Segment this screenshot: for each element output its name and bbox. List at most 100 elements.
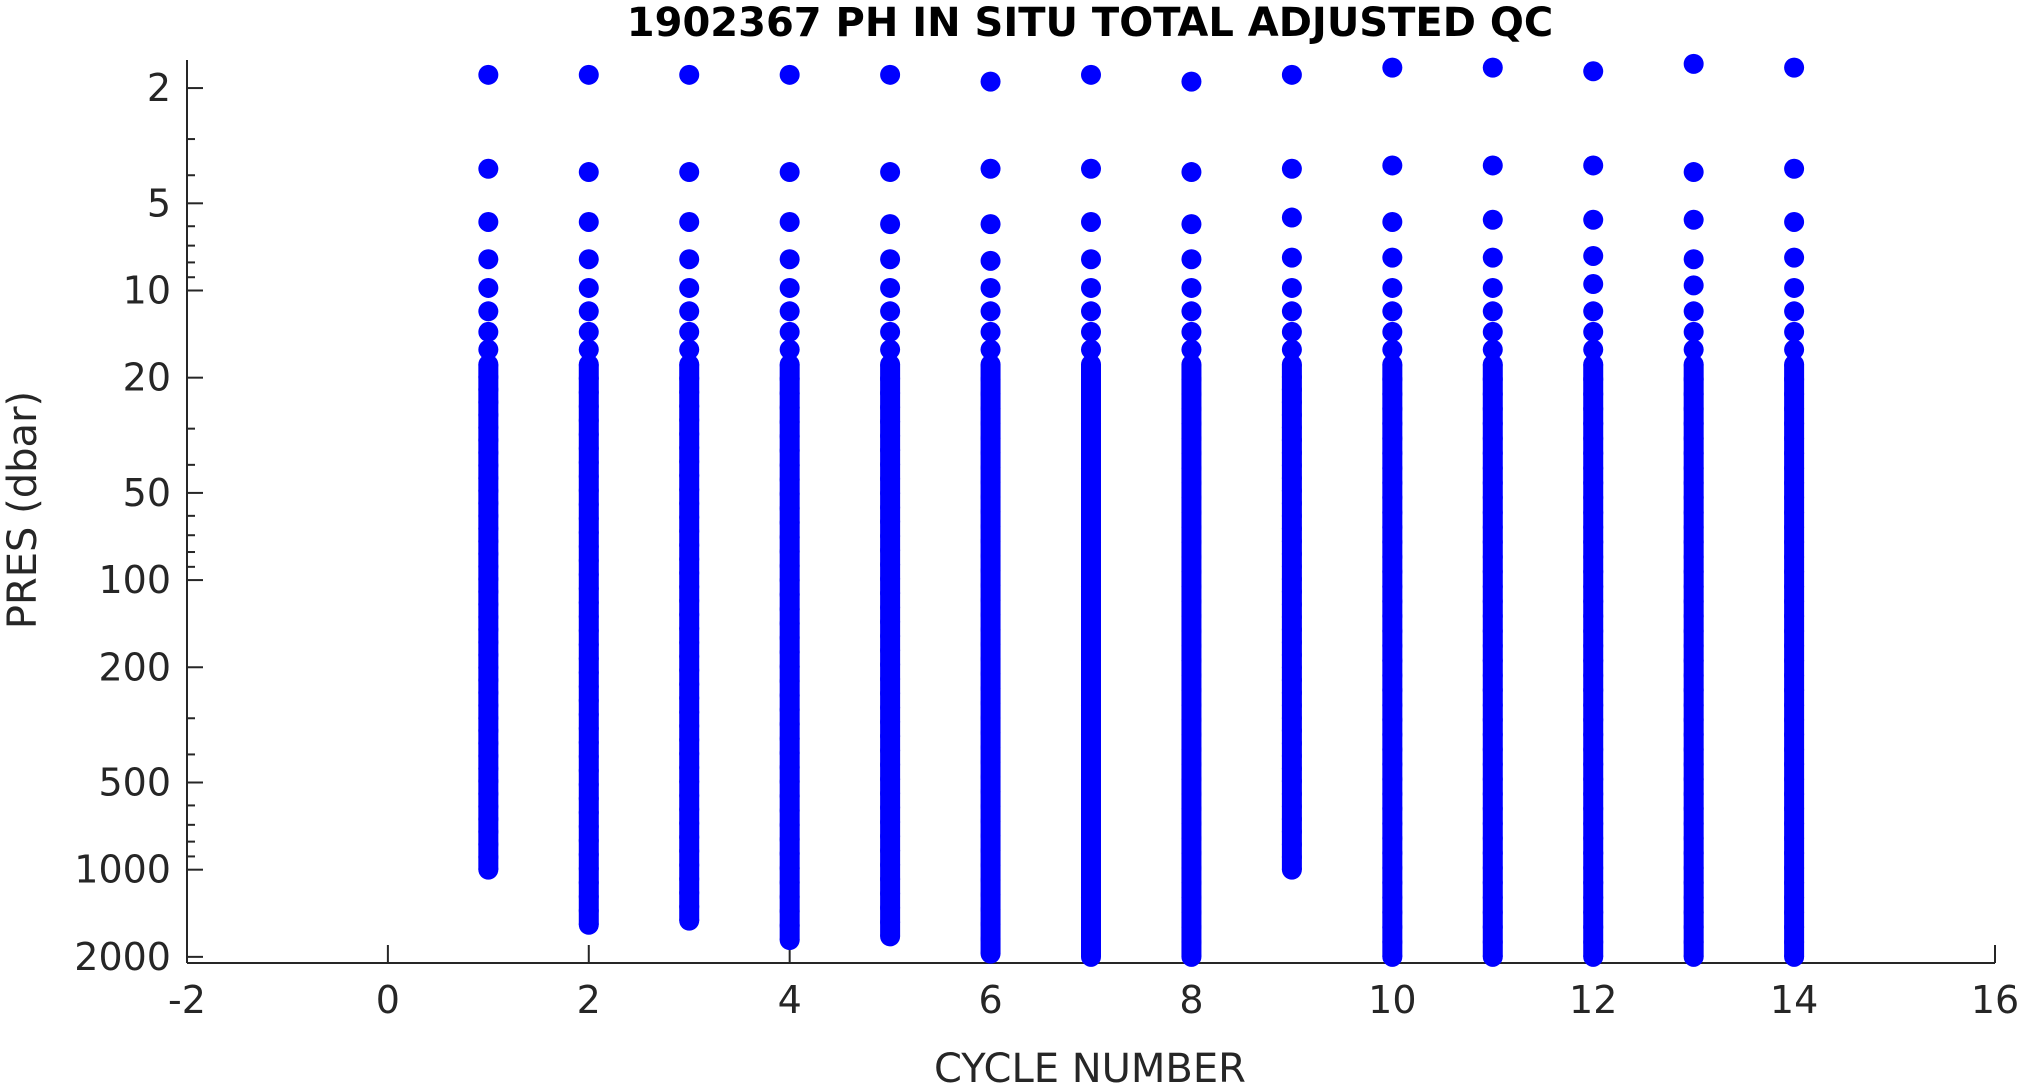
x-tick-label: 6 — [978, 978, 1002, 1022]
data-point — [1683, 162, 1704, 183]
y-tick-label: 100 — [98, 558, 171, 602]
data-point — [1784, 277, 1805, 298]
data-point — [1583, 339, 1604, 360]
data-point — [578, 211, 599, 232]
data-point — [1482, 209, 1503, 230]
cycle-8-profile — [1181, 71, 1202, 967]
data-point — [578, 64, 599, 85]
data-point — [478, 301, 499, 322]
data-point — [679, 301, 700, 322]
data-point — [1281, 247, 1302, 268]
profile-dense-column — [679, 364, 700, 921]
data-point — [880, 162, 901, 183]
data-point — [1081, 158, 1101, 179]
data-point — [1784, 321, 1805, 342]
data-point — [1181, 277, 1202, 298]
data-point — [1683, 301, 1704, 322]
data-point — [578, 277, 599, 298]
data-point — [980, 214, 1001, 235]
data-point — [1081, 339, 1101, 360]
cycle-10-profile — [1382, 57, 1403, 967]
data-point — [1683, 249, 1704, 270]
data-point — [980, 250, 1001, 271]
y-tick-label: 200 — [98, 645, 171, 689]
profile-dense-column — [779, 364, 800, 941]
y-tick-label: 1000 — [74, 848, 171, 892]
data-point — [1683, 275, 1704, 296]
data-point — [1784, 211, 1805, 232]
data-point — [1382, 277, 1403, 298]
data-point — [578, 339, 599, 360]
data-point — [1784, 339, 1805, 360]
data-point — [578, 301, 599, 322]
y-tick-label: 50 — [123, 471, 171, 515]
data-point — [578, 321, 599, 342]
data-point — [478, 321, 499, 342]
data-point — [1482, 339, 1503, 360]
data-point — [679, 211, 700, 232]
cycle-7-profile — [1081, 64, 1101, 967]
y-tick-label: 5 — [147, 181, 171, 225]
data-point — [1583, 321, 1604, 342]
data-point — [1181, 162, 1202, 183]
cycle-1-profile — [478, 64, 499, 880]
data-point — [679, 321, 700, 342]
data-point — [478, 339, 499, 360]
data-point — [679, 249, 700, 270]
data-point — [1482, 247, 1503, 268]
data-point — [1181, 71, 1202, 92]
x-tick-label: -2 — [168, 978, 206, 1022]
data-point — [880, 64, 901, 85]
data-point — [1482, 155, 1503, 176]
data-point — [1281, 64, 1302, 85]
data-point — [1482, 301, 1503, 322]
data-point — [1784, 247, 1805, 268]
data-point — [1281, 207, 1302, 228]
profile-dense-column — [578, 364, 599, 925]
data-point — [1181, 301, 1202, 322]
y-tick-label: 20 — [123, 356, 171, 400]
profile-dense-column — [1482, 364, 1503, 957]
data-point — [1281, 277, 1302, 298]
data-point — [1583, 301, 1604, 322]
data-point — [1382, 301, 1403, 322]
data-point — [1081, 64, 1101, 85]
y-tick-label: 2000 — [74, 935, 171, 979]
data-point — [679, 277, 700, 298]
data-point — [1784, 57, 1805, 78]
profile-dense-column — [880, 364, 901, 937]
x-tick-label: 12 — [1569, 978, 1617, 1022]
cycle-4-profile — [779, 64, 800, 951]
data-point — [478, 249, 499, 270]
data-point — [1683, 321, 1704, 342]
cycle-14-profile — [1784, 57, 1805, 967]
data-point — [1482, 277, 1503, 298]
data-point — [779, 301, 800, 322]
data-point — [1081, 249, 1101, 270]
profile-dense-column — [478, 364, 499, 870]
x-tick-label: 8 — [1179, 978, 1203, 1022]
cycle-2-profile — [578, 64, 599, 935]
data-point — [1081, 211, 1101, 232]
data-point — [1382, 211, 1403, 232]
profile-dense-column — [1583, 364, 1604, 957]
data-point — [478, 277, 499, 298]
data-point — [980, 321, 1001, 342]
data-point — [478, 211, 499, 232]
profile-dense-column — [1683, 364, 1704, 957]
data-point — [1683, 339, 1704, 360]
data-point — [779, 277, 800, 298]
data-point — [478, 64, 499, 85]
data-point — [880, 277, 901, 298]
x-axis-title: CYCLE NUMBER — [934, 1046, 1246, 1088]
data-point — [779, 211, 800, 232]
profile-dense-column — [1382, 364, 1403, 957]
y-tick-label: 2 — [147, 66, 171, 110]
data-point — [1081, 301, 1101, 322]
data-point — [1281, 158, 1302, 179]
cycle-11-profile — [1482, 57, 1503, 967]
data-point — [779, 64, 800, 85]
cycle-5-profile — [880, 64, 901, 947]
y-tick-label: 500 — [98, 761, 171, 805]
